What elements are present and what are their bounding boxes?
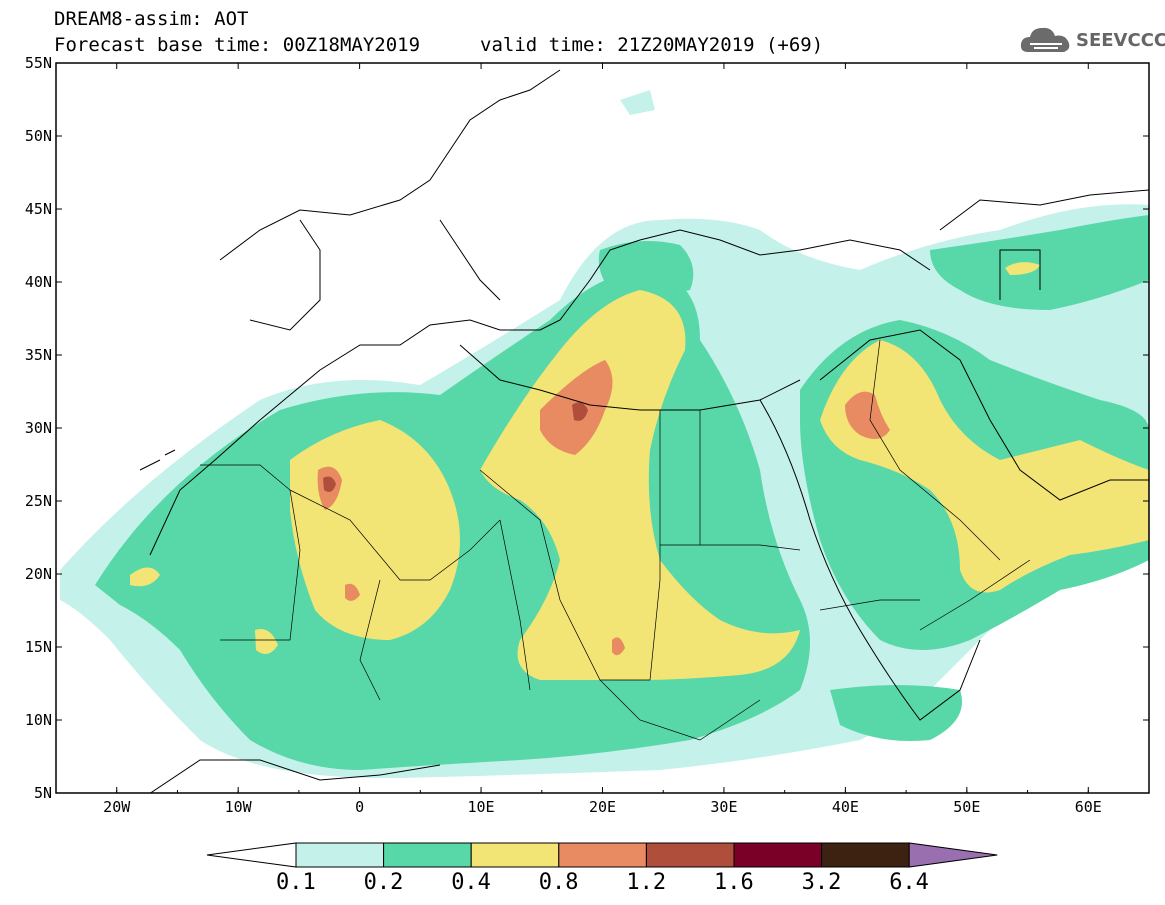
colorbar-swatch	[645, 842, 735, 868]
lat-tick-label: 20N	[25, 565, 52, 583]
colorbar	[206, 842, 998, 868]
lon-tick-label: 10E	[468, 798, 495, 816]
lon-tick-label: 10W	[225, 798, 253, 816]
colorbar-swatch	[383, 842, 472, 868]
latitude-axis: 55N 50N 45N 40N 35N 30N 25N 20N 15N 10N 5N	[25, 54, 1149, 802]
colorbar-arrow-low	[206, 842, 297, 868]
colorbar-label: 3.2	[801, 870, 842, 895]
colorbar-label: 0.2	[363, 870, 404, 895]
lon-tick-label: 40E	[832, 798, 859, 816]
colorbar-swatch	[733, 842, 823, 868]
longitude-axis: 20W 10W 0 10E 20E 30E 40E 50E 60E	[55, 63, 1150, 816]
lat-tick-label: 30N	[25, 419, 52, 437]
seevccc-logo: SEEVCCC	[1018, 22, 1165, 58]
colorbar-swatch	[558, 842, 647, 868]
colorbar-swatch	[295, 842, 385, 868]
lat-tick-label: 5N	[34, 784, 52, 802]
lat-tick-label: 25N	[25, 492, 52, 510]
valid-time-label: valid time: 21Z20MAY2019 (+69)	[480, 34, 824, 56]
cloud-icon	[1020, 27, 1070, 52]
colorbar-label: 0.1	[276, 870, 316, 895]
lon-tick-label: 50E	[953, 798, 980, 816]
base-time-label: Forecast base time: 00Z18MAY2019	[54, 34, 421, 56]
lat-tick-label: 40N	[25, 273, 52, 291]
colorbar-label: 0.8	[538, 870, 579, 895]
lon-tick-label: 60E	[1075, 798, 1102, 816]
lon-tick-label: 20W	[103, 798, 131, 816]
colorbar-arrow-high	[908, 842, 998, 868]
lat-tick-label: 50N	[25, 127, 52, 145]
colorbar-label: 1.2	[626, 870, 667, 895]
colorbar-label: 1.6	[714, 870, 754, 895]
lat-tick-label: 35N	[25, 346, 52, 364]
lon-tick-label: 0	[355, 798, 364, 816]
map-title: DREAM8-assim: AOT	[54, 8, 249, 30]
lon-tick-label: 30E	[710, 798, 737, 816]
lat-tick-label: 10N	[25, 711, 52, 729]
colorbar-label: 0.4	[451, 870, 491, 895]
logo-text: SEEVCCC	[1076, 30, 1165, 51]
colorbar-swatch	[821, 842, 910, 868]
lon-tick-label: 20E	[589, 798, 616, 816]
lat-tick-label: 15N	[25, 638, 52, 656]
aot-field	[60, 90, 1149, 779]
lat-tick-label: 55N	[25, 54, 52, 72]
lat-tick-label: 45N	[25, 200, 52, 218]
coastlines	[139, 69, 1149, 793]
colorbar-label: 6.4	[889, 870, 929, 895]
borders	[200, 339, 1031, 741]
colorbar-swatch	[470, 842, 560, 868]
